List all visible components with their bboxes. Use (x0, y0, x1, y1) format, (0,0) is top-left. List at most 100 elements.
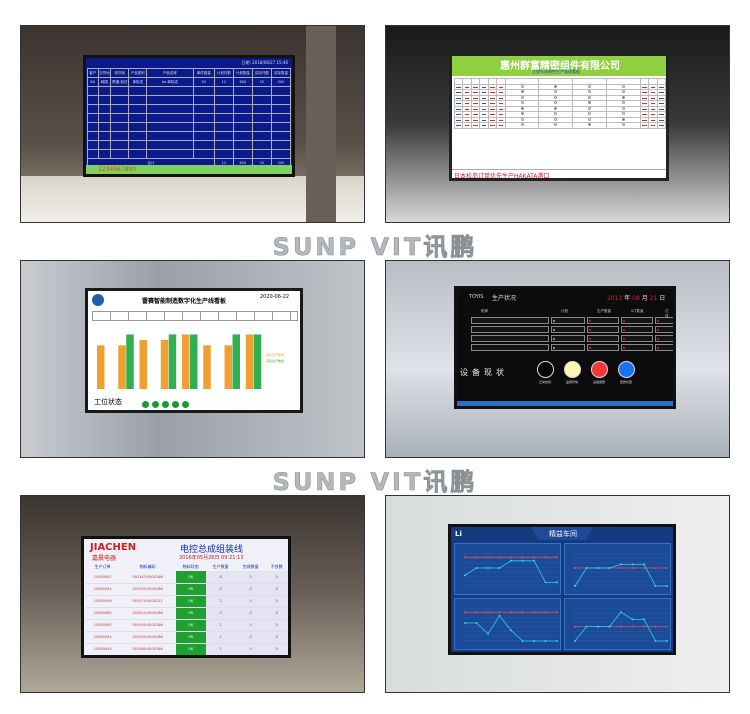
status-dot-icon (588, 101, 591, 105)
screen: Li 精益车间 (448, 524, 676, 655)
table-cell (87, 113, 99, 123)
status-dot-icon (621, 101, 625, 105)
table-cell (97, 86, 112, 96)
cell-text-mark (498, 92, 504, 94)
data-point (510, 629, 512, 632)
table-row (87, 95, 292, 105)
table-row: 10000001 001143-0000166 OK 8 0 0 (86, 571, 288, 584)
photo-jiachen-display: JIACHEN 嘉晨电器 电控总成组装线 2016年05月26日 09:21:1… (20, 495, 365, 693)
table-cell (97, 113, 112, 123)
cell-text-mark (464, 119, 470, 121)
table-row (453, 122, 666, 129)
status-light-icon (142, 401, 149, 408)
status-dot-icon (588, 123, 591, 127)
footer-label: 工位状态 (94, 398, 122, 406)
status-dot-icon (588, 84, 591, 88)
table-cell (471, 344, 549, 351)
table-cell (270, 122, 292, 132)
cell-text-mark (456, 108, 461, 110)
table-cell (270, 113, 292, 123)
table-cell: 0 (235, 595, 266, 608)
table-cell (551, 326, 585, 333)
table-cell (251, 131, 272, 141)
cell-text-mark (464, 114, 470, 116)
data-point (498, 567, 501, 569)
table-cell (270, 131, 292, 141)
table-cell (128, 122, 148, 132)
table-cell (462, 122, 472, 129)
status-dot-icon (588, 112, 591, 116)
table-cell (621, 317, 653, 324)
cell-text-mark (464, 92, 470, 94)
cell-text-mark (464, 125, 470, 127)
status-circle-icon (590, 361, 608, 378)
data-point (544, 556, 547, 559)
table-row (87, 131, 292, 141)
status-dot-icon (621, 106, 625, 110)
table-cell: 2 (205, 595, 236, 608)
data-point (533, 559, 535, 562)
indicator-dot-icon (623, 320, 625, 322)
table-cell (470, 122, 481, 129)
table-cell (655, 317, 673, 324)
table-cell: 8 (205, 571, 236, 584)
table-row (87, 104, 292, 114)
data-point (498, 556, 501, 559)
status-light-icon (182, 401, 189, 408)
data-point (556, 581, 558, 584)
table-cell: 12 (213, 77, 234, 87)
table-cell (213, 86, 234, 96)
table-cell (270, 95, 292, 105)
cell-text-mark (464, 86, 470, 88)
table-cell (192, 86, 215, 96)
line-chart (454, 543, 561, 595)
photo-blue-table-display: 日期: 2018/08/27 15:46 客户 交货地 收货商 产品类别 产品名称 单件数… (20, 25, 365, 223)
cell-text-mark (473, 119, 478, 121)
column-header: 实际数量 (270, 68, 292, 78)
cell-text-mark (456, 97, 461, 99)
table-row: 10000054 001230-0000166 OK 5 0 0 (86, 583, 288, 596)
data-point (556, 611, 558, 614)
indicator-dot-icon (589, 329, 591, 331)
subtitle: 注塑车间物控生产管理看板 (532, 69, 580, 74)
table-cell: 1 (205, 643, 236, 655)
table-cell: OK (175, 643, 206, 655)
table-cell (621, 335, 653, 342)
data-point (597, 567, 599, 569)
table-cell (471, 335, 549, 342)
table-cell (270, 140, 292, 150)
table-cell: 10000056 (86, 595, 120, 608)
table-cell: 联通-测试 (110, 77, 130, 87)
data-point (521, 559, 524, 562)
status-dot-icon (554, 101, 558, 105)
table-cell (251, 86, 272, 96)
ticker: 1234567890 (98, 166, 137, 173)
cell-text-mark (473, 92, 478, 94)
table-cell (648, 122, 658, 129)
table-cell: 0 (235, 643, 266, 655)
cell-text-mark (650, 86, 655, 88)
table-cell: 0 (265, 619, 288, 632)
cell-text-mark (473, 114, 478, 116)
company-name: 惠州群富精密组件有限公司 (500, 61, 620, 72)
screen: TOYIS 生产状况 2013 年 08 月 21 日 机种 计划 生产数量 S/T数… (454, 286, 676, 409)
table-header-row: 生产订单 物料编码 物料状态 生产数量 完成数量 不良数 (86, 563, 288, 571)
table-cell: 10000054 (86, 631, 120, 644)
table-cell (97, 104, 112, 114)
date: 2020-06-22 (260, 294, 290, 300)
data-point (533, 556, 535, 559)
table-cell (87, 104, 99, 114)
data-point (464, 574, 466, 577)
table-row: 10000056 001074-0000122 OK 2 0 0 (86, 595, 288, 608)
table-cell (656, 94, 666, 101)
cell-text-mark (464, 103, 470, 105)
status-legend-item: 更换机型 (613, 361, 639, 384)
data-point (521, 556, 524, 559)
table-cell (87, 86, 99, 96)
table-cell (192, 113, 215, 123)
indicator-dot-icon (589, 347, 591, 349)
table-cell: OK (175, 571, 206, 584)
status-circle-icon (617, 361, 635, 378)
table-cell: 001080-0000166 (119, 643, 176, 655)
data-point (631, 625, 634, 628)
